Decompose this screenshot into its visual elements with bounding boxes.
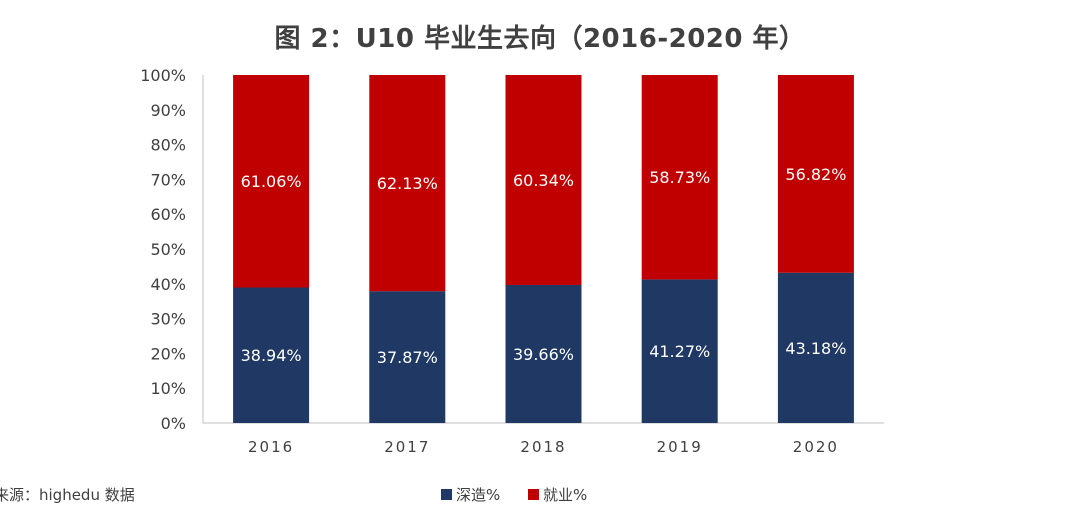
bar-segment-2019-1: [641, 75, 718, 280]
legend-label: 就业%: [543, 486, 587, 504]
data-label: 38.94%: [241, 346, 302, 365]
bar-segment-2016-0: [233, 287, 310, 423]
y-tick-label: 0%: [161, 414, 186, 433]
bar-segment-2017-1: [369, 75, 446, 292]
bar-segment-2020-1: [777, 75, 854, 273]
data-label: 62.13%: [377, 174, 438, 193]
y-tick-label: 50%: [150, 240, 186, 259]
bar-segment-2017-0: [369, 291, 446, 423]
y-tick-label: 10%: [150, 379, 186, 398]
y-tick-label: 70%: [150, 170, 186, 189]
legend-swatch: [441, 489, 452, 500]
data-label: 43.18%: [785, 339, 846, 358]
y-tick-label: 90%: [150, 101, 186, 120]
chart-title: 图 2：U10 毕业生去向（2016-2020 年）: [274, 24, 806, 54]
bar-segment-2018-1: [505, 75, 582, 285]
x-category-label: 2017: [384, 438, 430, 456]
legend-swatch: [528, 489, 539, 500]
data-label: 60.34%: [513, 171, 574, 190]
x-category-label: 2016: [248, 438, 294, 456]
x-category-label: 2018: [520, 438, 566, 456]
y-tick-label: 30%: [150, 310, 186, 329]
data-label: 58.73%: [649, 168, 710, 187]
data-label: 56.82%: [785, 165, 846, 184]
y-tick-label: 40%: [150, 275, 186, 294]
y-tick-label: 100%: [140, 66, 186, 85]
y-tick-label: 80%: [150, 136, 186, 155]
data-label: 39.66%: [513, 345, 574, 364]
y-tick-label: 20%: [150, 344, 186, 363]
bar-segment-2020-0: [777, 272, 854, 423]
data-label: 41.27%: [649, 342, 710, 361]
source-note: 来源：highedu 数据: [0, 486, 135, 504]
data-label: 37.87%: [377, 348, 438, 367]
y-tick-label: 60%: [150, 205, 186, 224]
data-label: 61.06%: [241, 172, 302, 191]
x-category-label: 2020: [793, 438, 839, 456]
x-category-label: 2019: [657, 438, 703, 456]
bar-segment-2016-1: [233, 75, 310, 288]
bar-segment-2018-0: [505, 284, 582, 423]
legend-label: 深造%: [456, 486, 500, 504]
bar-segment-2019-0: [641, 279, 718, 423]
